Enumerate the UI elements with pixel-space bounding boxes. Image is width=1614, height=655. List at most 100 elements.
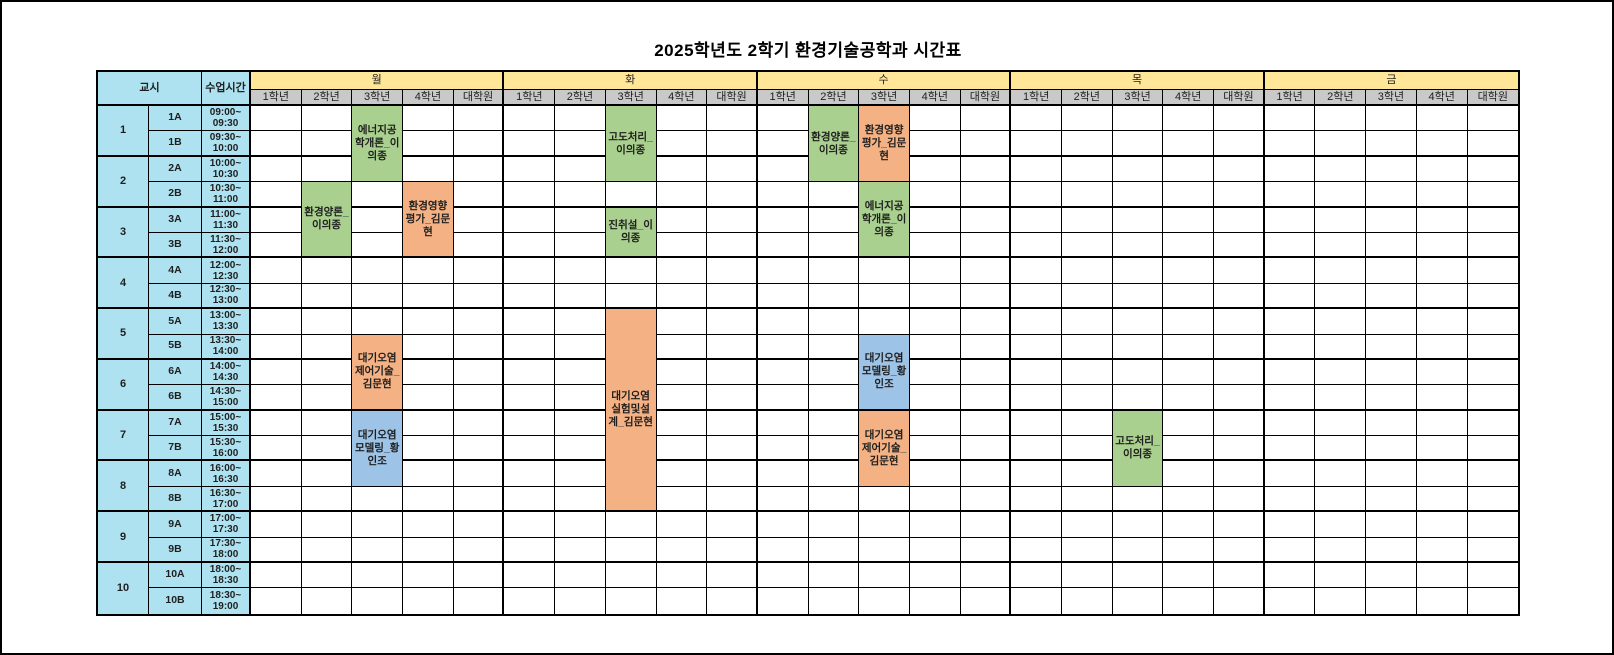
schedule-cell — [1011, 359, 1062, 386]
year-header-cell: 2학년 — [301, 90, 353, 106]
schedule-cell — [960, 461, 1012, 487]
schedule-cell — [352, 537, 404, 564]
schedule-cell — [403, 385, 454, 411]
day-header-cell: 수 — [757, 72, 1012, 90]
schedule-cell — [1366, 563, 1417, 589]
schedule-cell — [909, 106, 961, 132]
schedule-cell — [1112, 334, 1164, 360]
schedule-cell — [453, 359, 505, 386]
schedule-cell — [859, 258, 910, 284]
schedule-cell — [1265, 588, 1316, 614]
schedule-cell — [1011, 283, 1062, 310]
schedule-cell — [1467, 563, 1519, 589]
course-block: 환경양론_이의종 — [301, 182, 353, 259]
schedule-cell — [1062, 359, 1113, 386]
schedule-cell — [808, 182, 860, 208]
schedule-cell — [555, 359, 606, 386]
schedule-cell — [909, 359, 961, 386]
schedule-cell — [1214, 410, 1265, 437]
schedule-cell — [909, 563, 961, 589]
schedule-cell — [504, 461, 556, 487]
schedule-cell — [1011, 334, 1062, 360]
schedule-cell — [859, 563, 910, 589]
time-cell: 14:30~ 15:00 — [202, 385, 251, 411]
schedule-cell — [301, 309, 353, 335]
time-cell: 09:00~ 09:30 — [202, 106, 251, 132]
schedule-cell — [1011, 182, 1062, 208]
schedule-cell — [1011, 486, 1062, 513]
schedule-cell — [555, 385, 606, 411]
schedule-cell — [707, 563, 758, 589]
time-cell: 11:00~ 11:30 — [202, 207, 251, 233]
schedule-cell — [1062, 563, 1113, 589]
slot-cell: 7A — [149, 410, 202, 437]
time-cell: 12:30~ 13:00 — [202, 283, 251, 310]
schedule-cell — [1214, 131, 1265, 157]
slot-cell: 10A — [149, 563, 202, 589]
schedule-cell — [1366, 283, 1417, 310]
schedule-cell — [504, 131, 556, 157]
schedule-cell — [1214, 182, 1265, 208]
schedule-cell — [1467, 411, 1519, 437]
schedule-cell — [453, 486, 505, 513]
schedule-cell — [960, 512, 1012, 538]
schedule-cell — [707, 436, 758, 462]
schedule-cell — [1062, 461, 1113, 487]
schedule-cell — [656, 563, 708, 589]
schedule-cell — [352, 258, 404, 284]
schedule-cell — [1062, 207, 1113, 233]
course-block: 에너지공학개론_이의종 — [859, 182, 910, 259]
schedule-cell — [1467, 233, 1519, 259]
schedule-cell — [1315, 334, 1367, 360]
schedule-cell — [1214, 258, 1265, 284]
schedule-cell — [1112, 563, 1164, 589]
schedule-cell — [656, 486, 708, 513]
schedule-cell — [808, 232, 860, 259]
schedule-cell — [960, 334, 1012, 360]
course-block: 진취설_이의종 — [605, 207, 657, 259]
year-header-cell: 4학년 — [656, 90, 708, 106]
schedule-cell — [555, 283, 606, 310]
schedule-cell — [960, 207, 1012, 233]
schedule-cell — [1264, 106, 1316, 132]
slot-cell: 3B — [149, 232, 202, 259]
schedule-cell — [1214, 309, 1265, 335]
schedule-cell — [301, 512, 353, 538]
schedule-cell — [960, 156, 1012, 183]
schedule-cell — [504, 283, 556, 310]
schedule-cell — [1112, 512, 1164, 538]
schedule-cell — [909, 283, 961, 310]
course-block: 고도처리_이의종 — [1112, 410, 1164, 487]
schedule-cell — [1467, 284, 1519, 310]
schedule-cell — [1366, 461, 1417, 487]
schedule-cell — [808, 283, 860, 310]
schedule-cell — [403, 309, 454, 335]
schedule-cell — [1467, 182, 1519, 208]
schedule-cell — [1315, 436, 1367, 462]
schedule-cell — [301, 359, 353, 386]
schedule-cell — [707, 461, 758, 487]
schedule-cell — [1366, 232, 1417, 259]
schedule-cell — [1163, 309, 1215, 335]
year-header-cell: 4학년 — [909, 90, 961, 106]
schedule-cell — [859, 309, 910, 335]
schedule-cell — [757, 436, 809, 462]
schedule-cell — [453, 131, 505, 157]
schedule-cell — [1366, 156, 1417, 183]
time-cell: 18:30~ 19:00 — [202, 588, 251, 614]
year-header-cell: 3학년 — [352, 90, 404, 106]
schedule-cell — [1214, 156, 1265, 183]
schedule-cell — [605, 258, 657, 284]
schedule-cell — [403, 563, 454, 589]
schedule-cell — [757, 156, 809, 183]
day-header-cell: 금 — [1264, 72, 1519, 90]
schedule-cell — [1264, 385, 1316, 411]
schedule-cell — [656, 232, 708, 259]
schedule-cell — [656, 106, 708, 132]
schedule-cell — [1315, 207, 1367, 233]
schedule-cell — [1163, 156, 1215, 183]
schedule-cell — [453, 563, 505, 589]
schedule-cell — [453, 182, 505, 208]
schedule-cell — [251, 283, 302, 310]
schedule-cell — [707, 182, 758, 208]
